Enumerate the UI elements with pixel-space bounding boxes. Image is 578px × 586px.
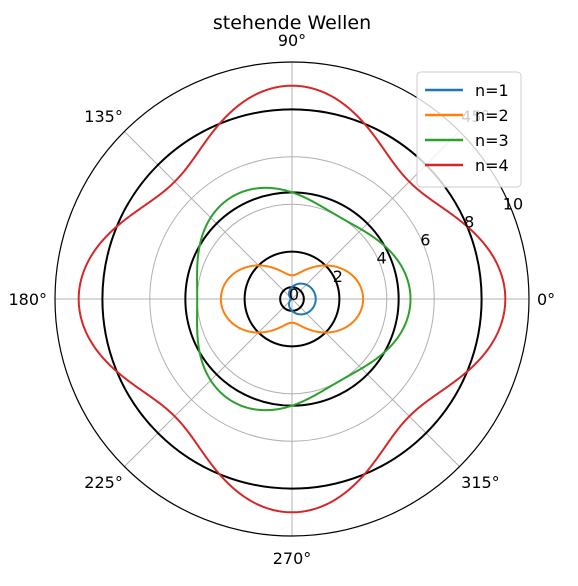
radial-tick-label: 4	[376, 249, 386, 268]
angle-tick-label: 0°	[537, 290, 555, 309]
chart-title: stehende Wellen	[213, 12, 371, 34]
base-circle	[243, 250, 341, 348]
angle-tick-label: 90°	[278, 31, 306, 50]
legend-label: n=3	[475, 131, 509, 150]
legend: n=1 n=2 n=3 n=4	[416, 71, 522, 188]
series-line-n4	[77, 84, 507, 514]
legend-label: n=4	[475, 156, 509, 175]
angle-tick-label: 135°	[84, 107, 123, 126]
radial-tick-label: 0	[289, 285, 299, 304]
series-line-n2	[219, 264, 365, 334]
radial-tick-label: 10	[503, 194, 523, 213]
legend-box	[416, 71, 522, 188]
grid-spoke	[124, 298, 293, 467]
series-lines	[77, 84, 507, 514]
grid-spoke	[291, 298, 460, 467]
outer-spine	[54, 61, 530, 537]
series-line-n1	[288, 282, 317, 316]
angle-tick-label: 180°	[8, 290, 47, 309]
legend-label: n=2	[475, 106, 509, 125]
angle-tick-labels: 0°45°90°135°180°225°270°315°	[8, 31, 555, 568]
angle-tick-label: 270°	[273, 549, 312, 568]
base-circle	[101, 108, 483, 490]
legend-items: n=1 n=2 n=3 n=4	[425, 81, 509, 175]
radial-tick-label: 8	[464, 212, 474, 231]
angle-tick-label: 225°	[84, 473, 123, 492]
series-line-n3	[196, 186, 412, 412]
radial-tick-label: 2	[333, 267, 343, 286]
radial-tick-labels: 0 2 4 6 8 10	[289, 194, 523, 304]
angle-tick-label: 315°	[461, 473, 500, 492]
legend-label: n=1	[475, 81, 509, 100]
radial-tick-label: 6	[420, 231, 430, 250]
grid-spoke	[124, 131, 293, 300]
